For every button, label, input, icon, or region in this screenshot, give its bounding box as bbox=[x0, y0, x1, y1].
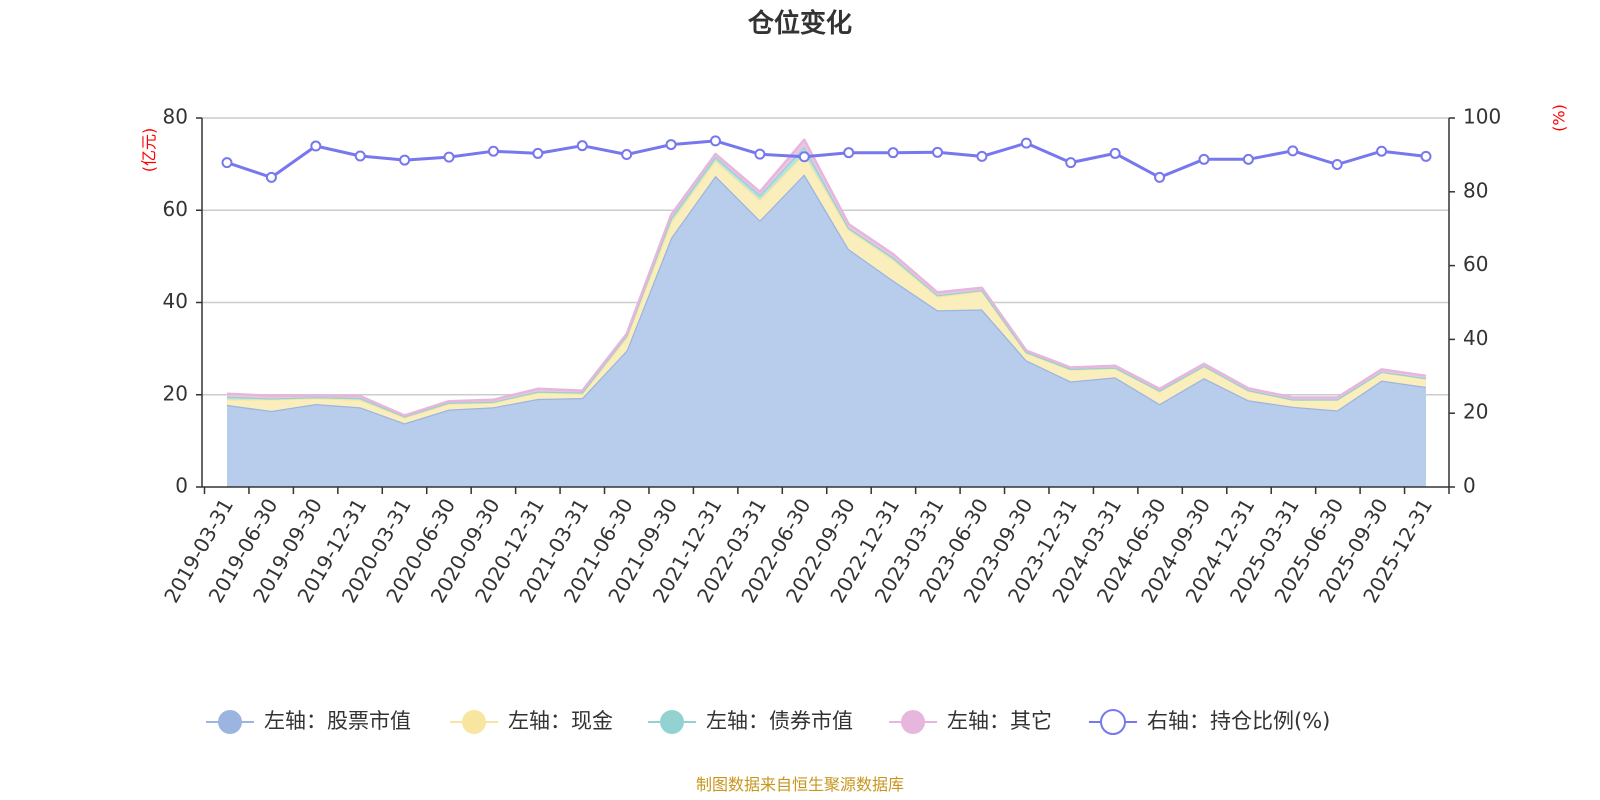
ratio-point bbox=[265, 171, 277, 183]
legend-label: 左轴：债券市值 bbox=[706, 709, 853, 733]
ratio-point bbox=[887, 147, 899, 159]
ratio-point bbox=[1020, 137, 1032, 149]
left-tick-label: 40 bbox=[163, 289, 188, 313]
ratio-point bbox=[665, 139, 677, 151]
area-0 bbox=[227, 174, 1426, 488]
right-tick-label: 0 bbox=[1463, 474, 1476, 498]
ratio-point bbox=[1331, 158, 1343, 170]
left-tick-label: 0 bbox=[175, 474, 188, 498]
legend-item[interactable]: 右轴：持仓比例(%) bbox=[1089, 709, 1330, 735]
ratio-point bbox=[487, 145, 499, 157]
left-tick-label: 80 bbox=[163, 105, 188, 129]
ratio-point bbox=[1154, 171, 1166, 183]
legend-label: 左轴：股票市值 bbox=[264, 709, 411, 733]
left-tick-label: 60 bbox=[163, 197, 188, 221]
area-1 bbox=[227, 153, 1426, 424]
ratio-point bbox=[798, 151, 810, 163]
stacked-areas bbox=[226, 138, 1427, 488]
source-note: 制图数据来自恒生聚源数据库 bbox=[696, 775, 904, 794]
legend-item[interactable]: 左轴：现金 bbox=[450, 709, 613, 734]
legend-item[interactable]: 左轴：其它 bbox=[889, 709, 1052, 734]
ratio-line bbox=[226, 139, 1427, 179]
right-tick-label: 20 bbox=[1463, 400, 1488, 424]
legend-label: 左轴：其它 bbox=[947, 709, 1052, 733]
ratio-point bbox=[976, 150, 988, 162]
chart-title: 仓位变化 bbox=[747, 8, 852, 39]
ratio-point bbox=[576, 140, 588, 152]
ratio-point bbox=[1242, 153, 1254, 165]
left-tick-label: 20 bbox=[163, 381, 188, 405]
right-tick-label: 40 bbox=[1463, 326, 1488, 350]
ratio-point bbox=[1198, 153, 1210, 165]
ratio-line-layer bbox=[221, 135, 1432, 183]
ratio-point bbox=[1376, 145, 1388, 157]
area-edge-3 bbox=[226, 138, 1427, 417]
right-axis-unit: (%) bbox=[1550, 104, 1569, 132]
ratio-point bbox=[754, 148, 766, 160]
legend-swatch-dot bbox=[660, 710, 684, 734]
ratio-point bbox=[532, 147, 544, 159]
right-tick-label: 100 bbox=[1463, 105, 1501, 129]
legend-swatch-dot bbox=[218, 710, 242, 734]
legend-label: 右轴：持仓比例(%) bbox=[1147, 709, 1330, 733]
right-tick-label: 60 bbox=[1463, 252, 1488, 276]
ratio-point bbox=[621, 149, 633, 161]
ratio-point bbox=[399, 154, 411, 166]
legend-swatch-dot bbox=[462, 710, 486, 734]
ratio-point bbox=[221, 157, 233, 169]
legend-item[interactable]: 左轴：债券市值 bbox=[648, 709, 853, 734]
legend-item[interactable]: 左轴：股票市值 bbox=[206, 709, 411, 734]
ratio-point bbox=[1065, 157, 1077, 169]
ratio-point bbox=[310, 140, 322, 152]
legend[interactable]: 左轴：股票市值 左轴：现金 左轴：债券市值 左轴：其它 右轴：持仓比例(%) bbox=[206, 709, 1330, 735]
ratio-point bbox=[1109, 147, 1121, 159]
right-tick-label: 80 bbox=[1463, 178, 1488, 202]
legend-swatch-dot bbox=[1100, 709, 1126, 735]
ratio-point bbox=[1287, 145, 1299, 157]
ratio-point bbox=[443, 151, 455, 163]
legend-swatch-dot bbox=[901, 710, 925, 734]
ratio-point bbox=[932, 146, 944, 158]
ratio-point bbox=[843, 147, 855, 159]
ratio-point bbox=[354, 150, 366, 162]
ratio-point bbox=[1420, 150, 1432, 162]
ratio-point bbox=[709, 135, 721, 147]
legend-label: 左轴：现金 bbox=[508, 709, 613, 733]
left-axis-unit: (亿元) bbox=[140, 128, 159, 173]
